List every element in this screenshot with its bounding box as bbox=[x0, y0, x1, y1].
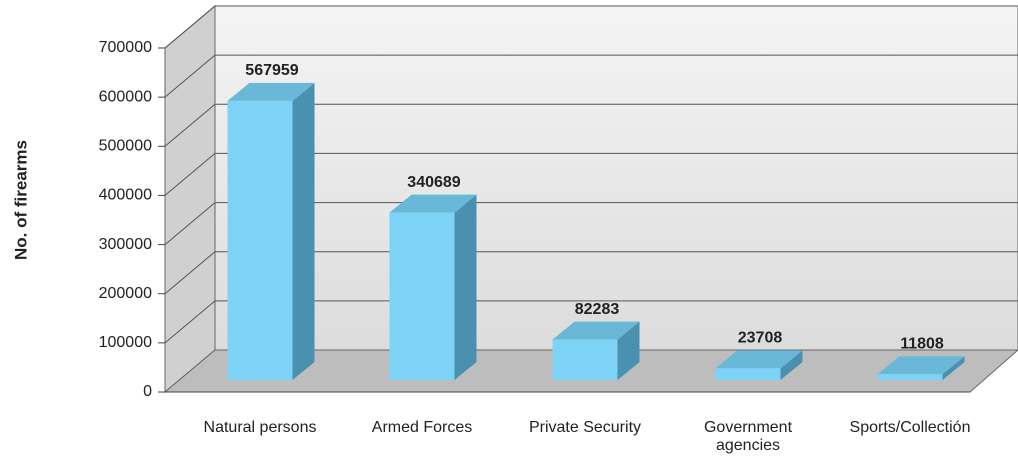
y-tick-label: 200000 bbox=[99, 285, 152, 302]
bar-top bbox=[389, 194, 477, 213]
y-tick-label: 0 bbox=[143, 383, 152, 400]
bar-top bbox=[715, 350, 803, 369]
value-label: 11808 bbox=[900, 335, 944, 352]
x-tick-label: Sports/Collectión bbox=[849, 419, 971, 436]
value-label: 82283 bbox=[575, 301, 620, 318]
x-tick-label: Government agencies bbox=[703, 419, 793, 454]
y-tick-label: 100000 bbox=[99, 334, 152, 351]
x-tick-label: Private Security bbox=[528, 419, 642, 436]
bar-side bbox=[942, 356, 965, 380]
grid-line bbox=[164, 5, 216, 49]
y-tick-label: 400000 bbox=[99, 187, 152, 204]
bar-side bbox=[292, 82, 315, 380]
grid-line bbox=[164, 251, 216, 295]
bar-side bbox=[454, 194, 477, 380]
y-tick-label: 700000 bbox=[99, 39, 152, 56]
x-tick-label: Armed Forces bbox=[371, 419, 473, 436]
y-tick-label: 500000 bbox=[99, 138, 152, 155]
x-tick-label: Natural persons bbox=[203, 419, 317, 436]
bar-side bbox=[617, 321, 640, 380]
grid-line bbox=[164, 153, 216, 196]
grid-line bbox=[164, 202, 216, 245]
y-tick-label: 600000 bbox=[99, 88, 152, 105]
bar bbox=[715, 368, 781, 380]
bar-side bbox=[780, 350, 803, 380]
grid-line bbox=[164, 54, 216, 98]
bar bbox=[389, 212, 455, 380]
bar-top bbox=[552, 321, 640, 340]
value-label: 567959 bbox=[245, 62, 298, 79]
y-tick-label: 300000 bbox=[99, 236, 152, 253]
bar-top bbox=[227, 82, 315, 101]
bar bbox=[877, 374, 943, 380]
bar-top bbox=[877, 356, 965, 375]
side-wall bbox=[164, 4, 216, 394]
back-wall bbox=[214, 5, 1018, 351]
bar bbox=[552, 339, 618, 380]
value-label: 23708 bbox=[738, 330, 783, 347]
grid-line bbox=[164, 300, 216, 344]
y-axis-label: No. of firearms bbox=[11, 140, 30, 260]
grid-line bbox=[164, 103, 216, 147]
value-label: 340689 bbox=[407, 174, 460, 191]
bar bbox=[227, 100, 293, 380]
